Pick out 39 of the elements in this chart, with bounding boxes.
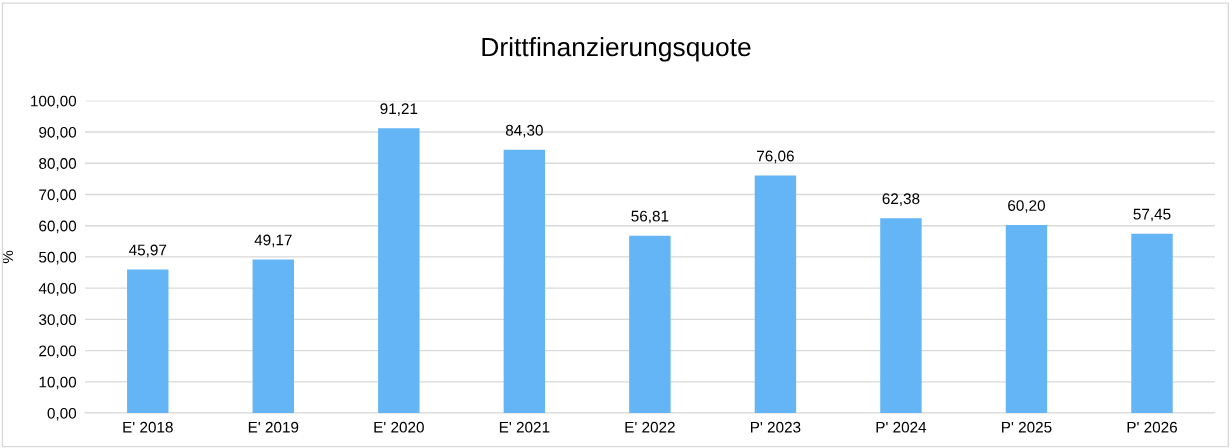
y-tick-label: 70,00 xyxy=(39,189,77,202)
x-tick-label: E' 2021 xyxy=(499,421,550,433)
x-tick-label: E' 2022 xyxy=(625,421,675,433)
y-tick-label: 60,00 xyxy=(39,220,77,234)
y-tick-label: 10,00 xyxy=(39,376,77,390)
bar xyxy=(629,235,671,414)
y-tick-label: 50,00 xyxy=(39,251,77,265)
y-tick-label: 90,00 xyxy=(39,126,77,140)
bar xyxy=(1005,225,1048,414)
y-tick-label: 30,00 xyxy=(39,314,77,327)
y-tick-label: 80,00 xyxy=(39,158,77,171)
y-tick-label: 100,00 xyxy=(31,95,77,109)
data-label: 62,38 xyxy=(882,193,920,206)
chart-title: Drittfinanzierungsquote xyxy=(482,36,751,62)
x-tick-label: P' 2025 xyxy=(1002,421,1052,433)
data-label: 57,45 xyxy=(1133,208,1171,222)
y-tick-label: 20,00 xyxy=(39,345,77,359)
bar xyxy=(127,269,169,414)
data-label: 49,17 xyxy=(254,234,292,248)
data-label: 91,21 xyxy=(380,103,418,116)
bar xyxy=(754,175,797,414)
x-tick-label: E' 2020 xyxy=(374,421,424,433)
x-tick-label: E' 2019 xyxy=(248,421,299,433)
bar xyxy=(378,128,420,414)
x-tick-label: P' 2023 xyxy=(750,421,801,433)
bar xyxy=(1131,233,1173,414)
x-tick-label: E' 2018 xyxy=(123,421,173,433)
data-label: 76,06 xyxy=(757,150,794,164)
x-tick-label: P' 2024 xyxy=(876,421,927,433)
y-tick-label: 40,00 xyxy=(38,283,77,296)
bar xyxy=(880,218,922,414)
data-label: 45,97 xyxy=(129,244,167,258)
data-label: 84,30 xyxy=(505,124,543,138)
data-label: 60,20 xyxy=(1008,200,1045,213)
data-label: 56,81 xyxy=(631,210,669,224)
y-tick-label: 0,00 xyxy=(47,407,77,421)
bar xyxy=(503,149,546,414)
x-tick-label: P' 2026 xyxy=(1127,421,1177,433)
bar xyxy=(252,259,295,414)
